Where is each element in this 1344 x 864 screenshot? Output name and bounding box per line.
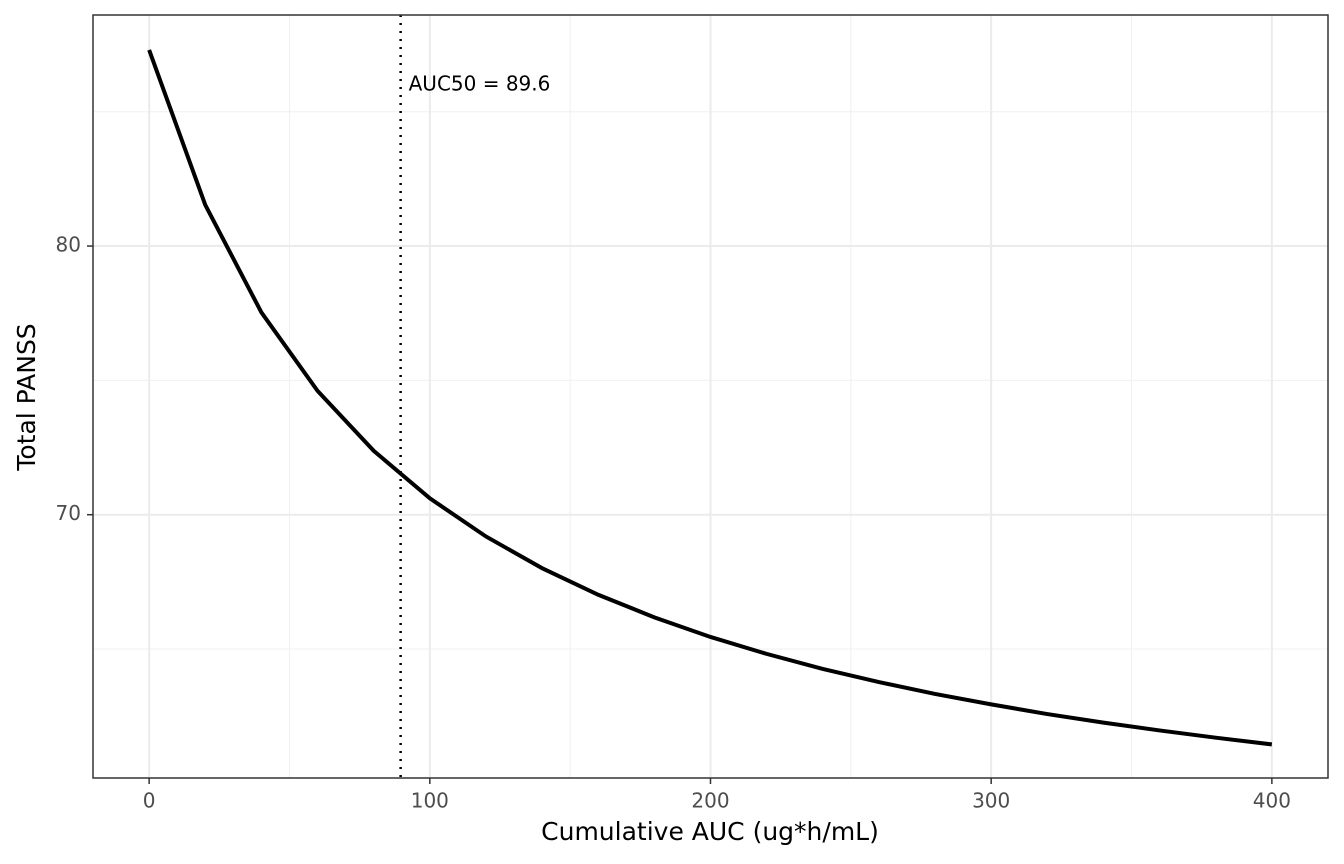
x-tick-label: 400 — [1253, 789, 1291, 813]
y-axis-title: Total PANSS — [12, 323, 41, 471]
x-tick-label: 0 — [143, 789, 156, 813]
x-tick-label: 300 — [972, 789, 1010, 813]
y-tick-label: 80 — [56, 233, 81, 257]
panel-border — [92, 14, 1329, 779]
y-tick-label: 70 — [56, 501, 81, 525]
line — [147, 49, 1273, 747]
x-tick-label: 100 — [411, 789, 449, 813]
x-axis-title: Cumulative AUC (ug*h/mL) — [541, 817, 879, 846]
x-tick-label: 200 — [691, 789, 729, 813]
annotation: AUC50 = 89.6 — [409, 72, 551, 96]
